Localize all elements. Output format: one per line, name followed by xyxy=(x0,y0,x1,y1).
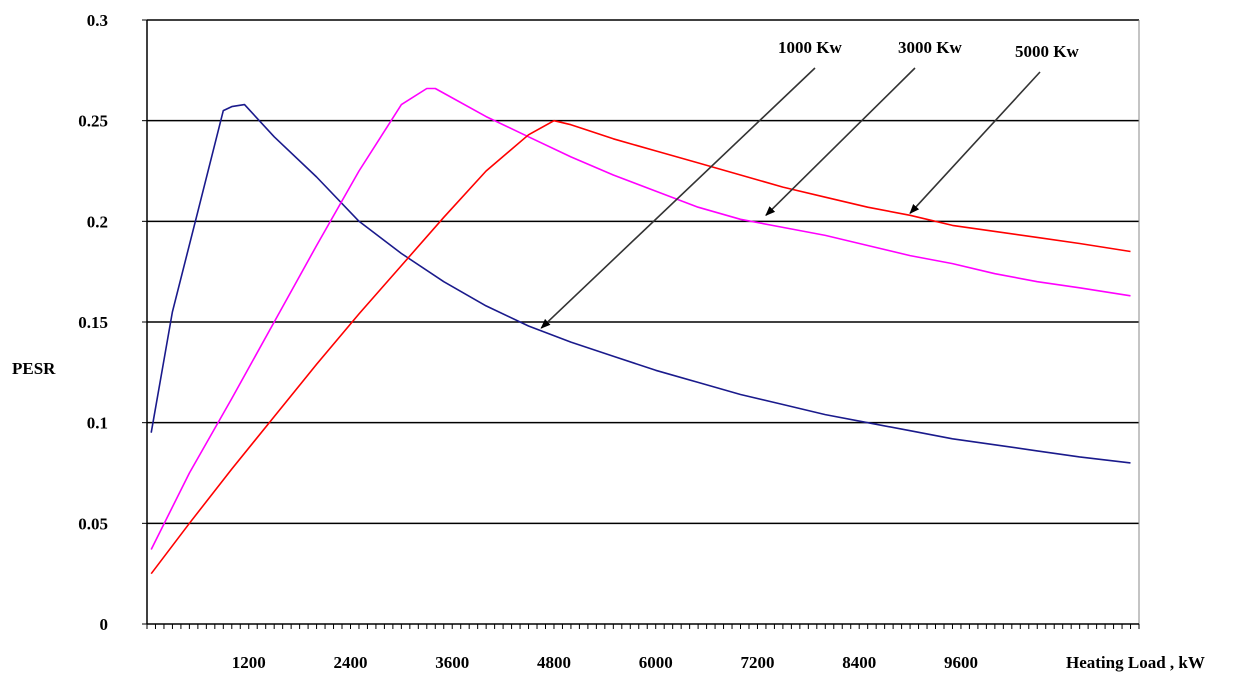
tick-labels: 0 0.05 0.1 0.15 0.2 0.25 0.3 1200 2400 3600 4800 60… xyxy=(78,11,978,672)
x-tick-label: 2400 xyxy=(333,653,367,672)
y-tick-label: 0.2 xyxy=(87,212,108,231)
series-line xyxy=(150,103,1131,464)
x-tick-label: 8400 xyxy=(842,653,876,672)
x-tick-label: 3600 xyxy=(435,653,469,672)
x-tick-label: 4800 xyxy=(537,653,571,672)
x-axis-title: Heating Load , kW xyxy=(1066,653,1205,672)
series-line xyxy=(150,87,1131,550)
annotation-arrow xyxy=(909,71,1041,215)
gridlines xyxy=(147,19,1139,525)
x-tick-label: 9600 xyxy=(944,653,978,672)
y-tick-label: 0.15 xyxy=(78,313,108,332)
x-tick-label: 6000 xyxy=(639,653,673,672)
axes xyxy=(142,19,1140,629)
y-tick-label: 0.25 xyxy=(78,112,108,131)
annotation-label: 5000 Kw xyxy=(1015,42,1079,61)
annotation-arrow xyxy=(540,67,816,329)
y-tick-label: 0.05 xyxy=(78,514,108,533)
y-tick-label: 0.3 xyxy=(87,11,108,30)
annotation-label: 3000 Kw xyxy=(898,38,962,57)
series-lines xyxy=(150,87,1131,575)
annotation-label: 1000 Kw xyxy=(778,38,842,57)
x-tick-label: 1200 xyxy=(232,653,266,672)
annotation-arrow xyxy=(765,67,916,216)
y-tick-label: 0.1 xyxy=(87,414,108,433)
y-axis-title: PESR xyxy=(12,359,56,378)
x-tick-label: 7200 xyxy=(740,653,774,672)
annotations: 1000 Kw 3000 Kw 5000 Kw xyxy=(540,38,1079,329)
series-line xyxy=(150,119,1131,575)
y-tick-label: 0 xyxy=(100,615,109,634)
